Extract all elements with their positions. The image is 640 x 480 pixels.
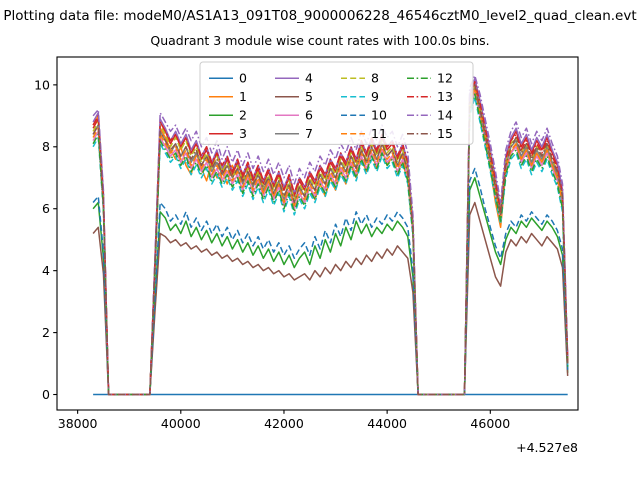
- series-line-4: [92, 77, 569, 396]
- legend-label-6: 6: [305, 108, 313, 123]
- legend-label-0: 0: [239, 71, 247, 86]
- figure-suptitle-text: Plotting data file: modeM0/AS1A13_091T08…: [3, 8, 637, 24]
- legend-label-3: 3: [239, 126, 247, 141]
- ytick-label: 10: [34, 77, 50, 92]
- ytick-label: 8: [42, 139, 50, 154]
- legend-box[interactable]: [199, 61, 474, 145]
- legend-label-5: 5: [305, 89, 313, 104]
- legend-label-13: 13: [437, 89, 453, 104]
- xtick-label: 46000: [470, 416, 510, 431]
- xtick-label: 44000: [367, 416, 407, 431]
- series-line-13: [92, 81, 569, 396]
- ytick-label: 2: [42, 325, 50, 340]
- ytick-label: 0: [42, 387, 50, 402]
- legend-label-4: 4: [305, 71, 313, 86]
- axes-spines: [56, 56, 579, 411]
- legend-label-15: 15: [437, 126, 453, 141]
- legend-label-8: 8: [371, 71, 379, 86]
- figure-suptitle: Plotting data file: modeM0/AS1A13_091T08…: [0, 8, 640, 24]
- axes-title: Quadrant 3 module wise count rates with …: [150, 33, 490, 48]
- xaxis-offset-text: +4.527e8: [516, 440, 578, 455]
- xtick-label: 40000: [161, 416, 201, 431]
- ytick-label: 6: [42, 201, 50, 216]
- series-line-14: [92, 74, 569, 396]
- xtick-label: 42000: [264, 416, 304, 431]
- series-line-10: [92, 167, 569, 396]
- legend-label-14: 14: [437, 108, 453, 123]
- legend-label-12: 12: [437, 71, 453, 86]
- legend-label-7: 7: [305, 126, 313, 141]
- ytick-label: 4: [42, 263, 50, 278]
- legend-label-11: 11: [371, 126, 387, 141]
- series-line-15: [92, 84, 569, 396]
- xtick-label: 38000: [58, 416, 98, 431]
- series-line-5: [92, 201, 569, 396]
- legend-label-9: 9: [371, 89, 379, 104]
- series-line-2: [92, 177, 569, 396]
- legend-label-2: 2: [239, 108, 247, 123]
- series-line-12: [92, 93, 569, 396]
- legend-label-10: 10: [371, 108, 387, 123]
- legend-label-1: 1: [239, 89, 247, 104]
